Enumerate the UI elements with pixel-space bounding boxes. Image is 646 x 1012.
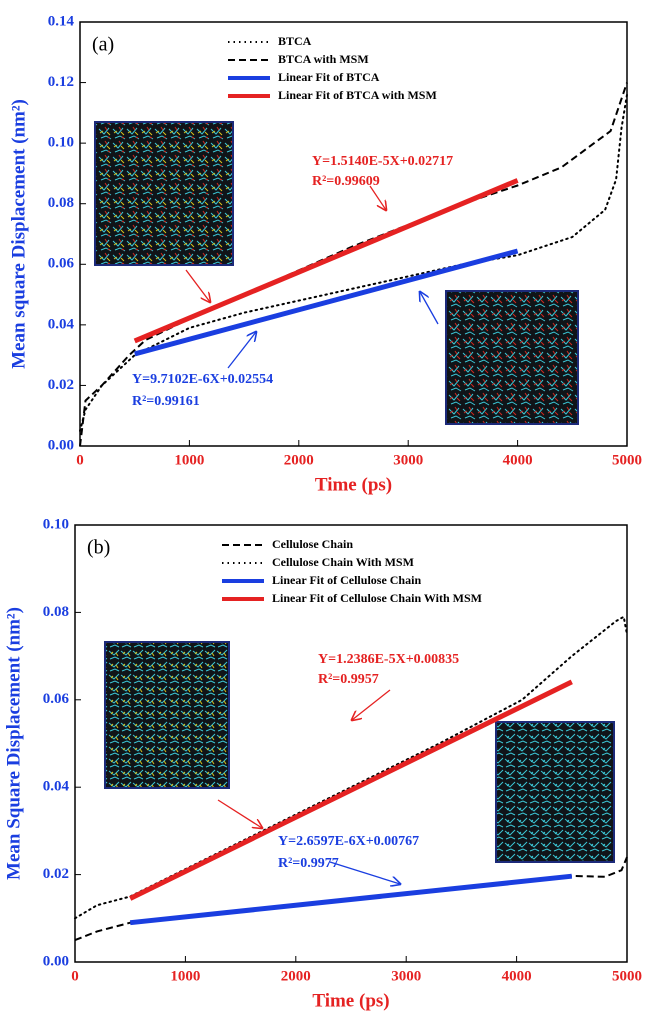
plot-frame [74,524,628,963]
legend-label: BTCA with MSM [278,52,369,66]
x-tick-label: 5000 [612,968,642,984]
inset-image [445,290,579,425]
x-tick-label: 4000 [503,452,533,468]
y-tick-label: 0.06 [43,691,70,707]
x-tick-label: 5000 [612,452,642,468]
y-tick-label: 0.00 [43,953,69,969]
annotation: R²=0.9957 [318,672,379,687]
arrow [217,799,262,828]
annotation: Y=2.6597E-6X+0.00767 [278,834,419,849]
x-axis-title: Time (ps) [315,474,392,495]
arrow [420,292,439,325]
y-tick-label: 0.06 [48,256,75,272]
inset-image [104,641,230,789]
annotation: R²=0.9977 [278,856,339,871]
series-line [79,82,628,447]
annotation: R²=0.99609 [312,174,380,189]
y-tick-label: 0.10 [48,135,74,151]
plot-frame [79,21,628,447]
annotation: R²=0.99161 [132,394,200,409]
arrows [185,185,439,884]
x-tick-label: 4000 [502,968,532,984]
x-tick-label: 3000 [393,452,423,468]
arrow [227,332,256,369]
x-tick-label: 2000 [284,452,314,468]
legend-label: Linear Fit of Cellulose Chain With MSM [272,591,482,605]
y-tick-label: 0.08 [43,604,69,620]
arrow [352,689,391,720]
y-tick-label: 0.02 [43,866,69,882]
x-tick-label: 1000 [170,968,200,984]
y-tick-label: 0.14 [48,13,75,29]
y-tick-label: 0.08 [48,195,74,211]
y-tick-label: 0.00 [48,437,74,453]
annotation: Y=9.7102E-6X+0.02554 [132,372,273,387]
legend-label: Linear Fit of BTCA with MSM [278,88,437,102]
series-line [133,178,519,344]
x-tick-label: 0 [71,968,79,984]
panel-label: (b) [87,537,110,559]
legend-label: Linear Fit of BTCA [278,70,380,84]
arrow [369,185,386,210]
legend-label: Cellulose Chain With MSM [272,555,414,569]
series-line [134,248,519,357]
series-line [79,93,628,432]
inset-image [94,121,234,266]
x-tick-label: 3000 [391,968,421,984]
panel-label: (a) [92,34,114,56]
y-axis-title: Mean Square Displacement (nm²) [3,607,24,880]
annotation: Y=1.2386E-5X+0.00835 [318,652,459,667]
arrow [185,269,210,302]
y-tick-label: 0.04 [43,779,70,795]
series-line [74,615,628,920]
x-tick-label: 0 [76,452,84,468]
arrow [329,861,400,884]
legend-label: Cellulose Chain [272,537,353,551]
legend-label: Linear Fit of Cellulose Chain [272,573,421,587]
x-tick-label: 1000 [174,452,204,468]
inset-image [495,721,615,863]
legend-label: BTCA [278,34,312,48]
y-axis-title: Mean square Displacement (nm²) [8,99,29,369]
annotation: Y=1.5140E-5X+0.02717 [312,154,453,169]
y-tick-label: 0.02 [48,377,74,393]
y-tick-label: 0.10 [43,516,69,532]
y-tick-label: 0.04 [48,316,75,332]
y-tick-label: 0.12 [48,74,74,90]
series-line [129,873,573,926]
series-line [129,679,573,901]
x-axis-title: Time (ps) [312,990,389,1011]
x-tick-label: 2000 [281,968,311,984]
